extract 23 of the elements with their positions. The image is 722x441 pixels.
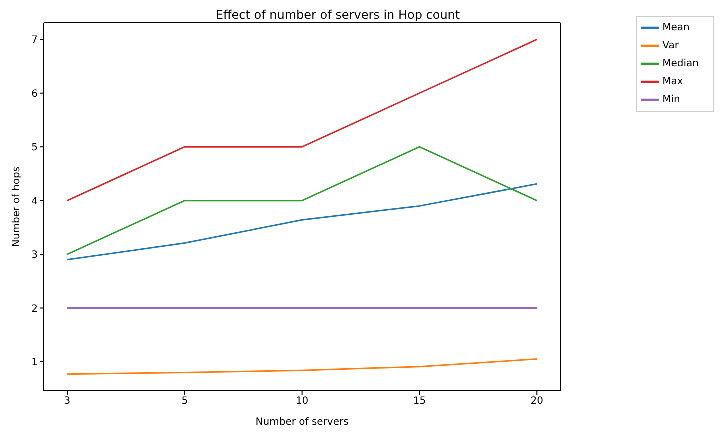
x-tick-label: 5: [182, 396, 188, 408]
y-tick-label: 2: [32, 304, 38, 315]
y-tick-label: 7: [32, 35, 38, 46]
chart-title: Effect of number of servers in Hop count: [214, 8, 462, 22]
y-tick-label: 1: [32, 358, 38, 369]
line-series: [66, 38, 538, 202]
legend-label: Min: [662, 94, 680, 106]
legend-label: Median: [662, 58, 699, 70]
x-axis-title: Number of servers: [256, 417, 349, 428]
y-tick-label: 3: [32, 250, 38, 262]
x-tick-label: 3: [64, 396, 71, 408]
y-tick-label: 6: [32, 88, 38, 100]
legend-label: Mean: [662, 22, 690, 34]
x-tick-label: 10: [296, 396, 309, 408]
line-series: [66, 183, 538, 261]
y-axis-title: Number of hops: [12, 166, 23, 248]
legend-label: Var: [662, 40, 679, 52]
line-series: [66, 358, 538, 376]
legend-label: Max: [662, 76, 684, 88]
x-tick-label: 15: [413, 396, 426, 408]
x-tick-label: 20: [530, 396, 544, 408]
y-tick-label: 5: [32, 142, 38, 154]
y-tick-label: 4: [32, 196, 38, 208]
